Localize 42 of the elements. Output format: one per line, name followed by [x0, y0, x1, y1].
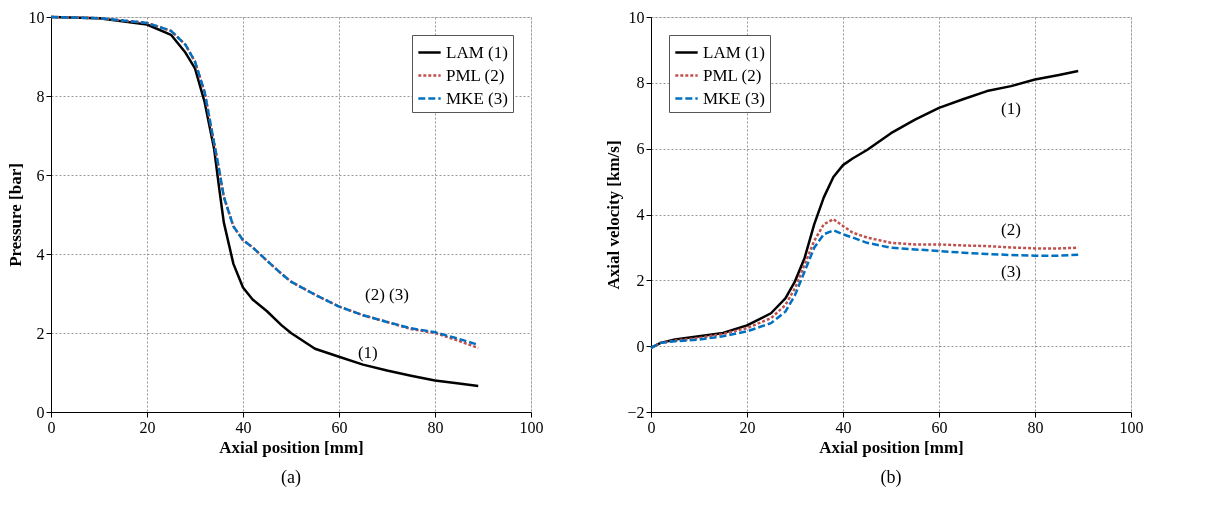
text: (a) [281, 467, 301, 488]
y-tick-label: 2 [36, 324, 45, 342]
annotation: (1) [1001, 99, 1021, 119]
x-tick-label: 0 [647, 418, 656, 436]
y-tick-label: 6 [636, 140, 645, 158]
legend-label: PML (2) [703, 65, 762, 85]
x-tick-label: 20 [139, 418, 156, 436]
y-tick-label: 8 [636, 74, 645, 92]
x-tick-label: 60 [331, 418, 348, 436]
x-tick-label: 80 [427, 418, 444, 436]
y-axis-title: Pressure [bar] [5, 163, 25, 267]
annotation: (2) (3) [365, 285, 409, 305]
legend-label: MKE (3) [703, 88, 765, 108]
y-axis-title: Axial velocity [km/s] [604, 140, 624, 290]
x-tick-label: 20 [739, 418, 756, 436]
x-tick-label: 80 [1027, 418, 1044, 436]
x-tick-label: 40 [235, 418, 252, 436]
x-tick-label: 40 [835, 418, 852, 436]
y-tick-label: 4 [636, 206, 645, 223]
y-tick-label: 10 [628, 8, 645, 26]
x-tick-label: 100 [1119, 418, 1144, 436]
y-tick-label: 0 [636, 337, 645, 355]
legend-label: MKE (3) [446, 88, 508, 108]
y-tick-label: 4 [36, 245, 45, 263]
x-tick-label: 0 [47, 418, 56, 436]
text: (b) [880, 467, 902, 488]
x-axis-title: Axial position [mm] [219, 437, 364, 457]
y-tick-label: 8 [36, 87, 45, 105]
y-tick-label: −2 [627, 403, 645, 421]
annotation: (1) [357, 342, 378, 362]
legend-label: PML (2) [446, 65, 505, 85]
x-tick-label: 60 [931, 418, 948, 436]
y-tick-label: 2 [636, 271, 645, 289]
x-axis-title: Axial position [mm] [819, 437, 964, 457]
y-tick-label: 10 [28, 8, 45, 26]
annotation: (3) [1001, 262, 1021, 282]
legend-label: LAM (1) [446, 42, 508, 62]
y-tick-label: 6 [36, 166, 45, 184]
y-tick-label: 0 [36, 403, 45, 421]
annotation: (2) [1001, 220, 1021, 240]
legend-label: LAM (1) [703, 42, 765, 62]
x-tick-label: 100 [519, 418, 544, 436]
